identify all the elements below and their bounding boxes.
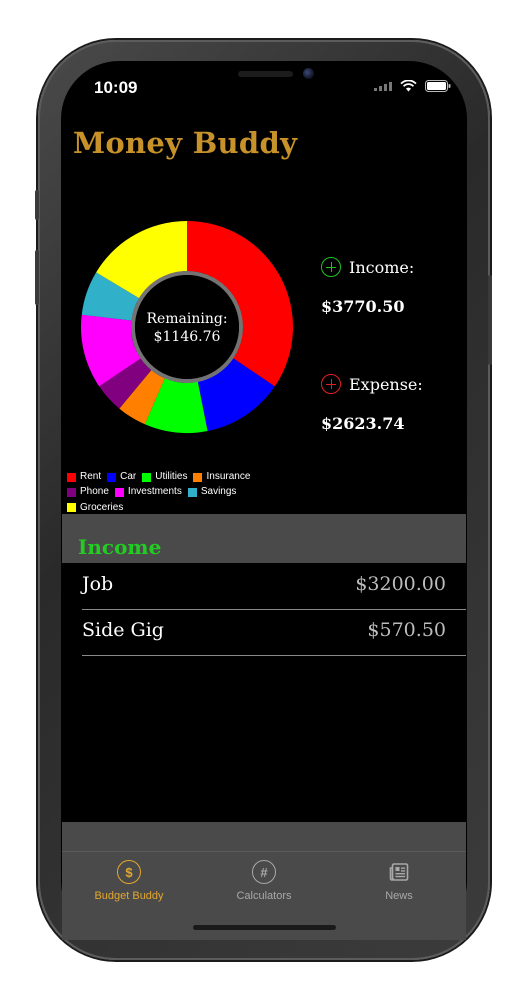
tab-news[interactable]: News bbox=[332, 860, 466, 902]
donut-slice-savings[interactable] bbox=[81, 272, 140, 321]
front-camera bbox=[303, 68, 314, 79]
legend-swatch bbox=[142, 472, 152, 482]
legend-swatch bbox=[114, 488, 124, 497]
side-button-right bbox=[488, 275, 492, 365]
legend-label: Rent bbox=[80, 471, 102, 482]
income-row[interactable]: Job $3200.00 bbox=[82, 563, 466, 610]
remaining-label: Remaining: bbox=[146, 311, 228, 327]
screen bbox=[61, 61, 467, 939]
legend-label: Groceries bbox=[80, 501, 124, 513]
income-total: $3770.50 bbox=[321, 297, 405, 316]
wifi-icon bbox=[400, 80, 417, 92]
donut-inner-ring bbox=[131, 271, 243, 383]
expense-total: $2623.74 bbox=[321, 414, 405, 433]
legend-item: Rent bbox=[67, 471, 101, 484]
legend-item: Car bbox=[107, 471, 136, 484]
remaining-value: $1146.76 bbox=[153, 329, 221, 345]
side-button-left-2 bbox=[35, 250, 39, 305]
tab-news-label: News bbox=[385, 890, 413, 902]
side-button-left bbox=[35, 190, 39, 220]
legend-swatch bbox=[67, 503, 76, 513]
battery-icon bbox=[425, 80, 451, 92]
expense-summary: Expense: bbox=[321, 374, 423, 394]
tab-calculators-label: Calculators bbox=[236, 890, 292, 902]
legend-swatch bbox=[193, 472, 203, 482]
legend-item: Groceries bbox=[67, 502, 123, 515]
legend-item: Phone bbox=[67, 486, 109, 499]
newspaper-glyph bbox=[389, 863, 409, 881]
signal-icon bbox=[374, 82, 392, 91]
status-time: 10:09 bbox=[94, 78, 138, 97]
expense-summary-label: Expense: bbox=[349, 374, 423, 394]
add-income-icon[interactable] bbox=[321, 257, 341, 277]
tab-budget-buddy-label: Budget Buddy bbox=[94, 890, 164, 902]
legend-item: Insurance bbox=[193, 471, 250, 484]
donut-slice-utilities[interactable] bbox=[144, 378, 208, 433]
legend-item: Savings bbox=[187, 486, 237, 499]
home-indicator bbox=[193, 925, 336, 930]
legend-swatch bbox=[187, 488, 197, 497]
income-row-amount: $3200.00 bbox=[355, 573, 446, 595]
legend-swatch bbox=[107, 472, 117, 482]
income-row-name: Job bbox=[82, 573, 114, 595]
donut-hole bbox=[135, 275, 239, 379]
income-summary: Income: bbox=[321, 257, 414, 277]
donut-slice-groceries[interactable] bbox=[96, 221, 187, 299]
status-icons bbox=[374, 80, 451, 92]
newspaper-icon bbox=[387, 860, 411, 884]
hash-circle-icon: # bbox=[252, 860, 276, 884]
legend-label: Savings bbox=[200, 486, 237, 498]
app-title: Money Buddy bbox=[73, 126, 298, 160]
income-row-amount: $570.50 bbox=[367, 619, 446, 641]
add-expense-icon[interactable] bbox=[321, 374, 341, 394]
legend-label: Insurance bbox=[206, 471, 251, 482]
tab-budget-buddy[interactable]: $ Budget Buddy bbox=[62, 860, 196, 902]
income-section-title: Income bbox=[78, 535, 162, 559]
donut-slice-insurance[interactable] bbox=[119, 370, 165, 425]
legend-item: Investments bbox=[114, 486, 182, 499]
donut-slice-car[interactable] bbox=[197, 358, 275, 431]
legend-label: Phone bbox=[80, 486, 109, 498]
legend-item: Utilities bbox=[142, 471, 187, 484]
legend-label: Car bbox=[120, 471, 137, 482]
income-section-header: Income bbox=[62, 514, 466, 563]
income-row[interactable]: Side Gig $570.50 bbox=[82, 609, 466, 656]
dollar-circle-icon: $ bbox=[117, 860, 141, 884]
legend-swatch bbox=[67, 488, 76, 497]
legend-label: Investments bbox=[127, 486, 182, 498]
donut-slice-rent[interactable] bbox=[187, 221, 293, 387]
chart-legend: Rent Car Utilities Insurance Phone Investment… bbox=[67, 471, 287, 517]
income-summary-label: Income: bbox=[349, 257, 415, 277]
earpiece-speaker bbox=[238, 71, 293, 77]
tab-calculators[interactable]: # Calculators bbox=[197, 860, 331, 902]
donut-slice-investments[interactable] bbox=[81, 314, 141, 387]
budget-donut-chart[interactable] bbox=[80, 220, 294, 434]
donut-slice-phone[interactable] bbox=[99, 358, 152, 409]
donut-center-label: Remaining: $1146.76 bbox=[80, 310, 294, 346]
legend-label: Utilities bbox=[155, 471, 188, 482]
legend-swatch bbox=[67, 472, 76, 482]
income-row-name: Side Gig bbox=[82, 619, 164, 641]
